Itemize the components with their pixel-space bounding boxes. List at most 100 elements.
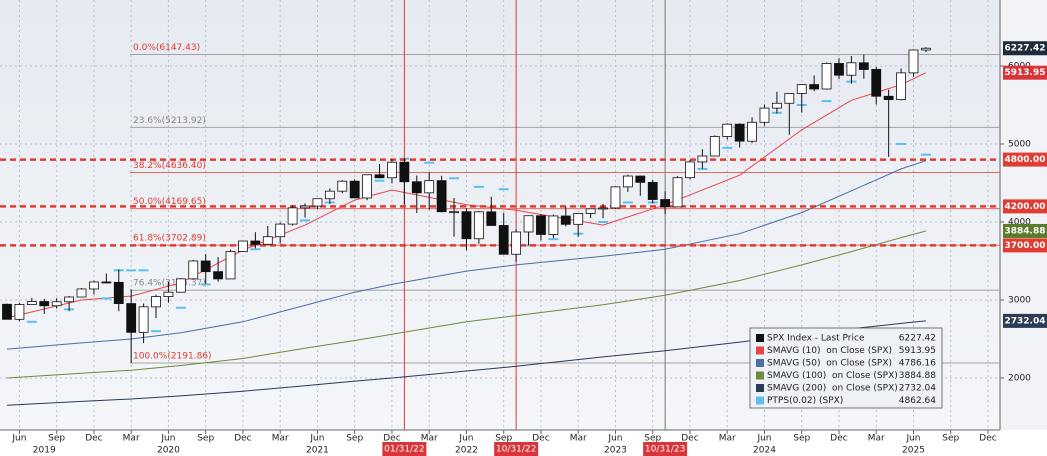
candle-body — [796, 84, 807, 94]
year-label: 2023 — [604, 446, 627, 456]
candle-body — [411, 181, 422, 194]
candle-body — [39, 301, 50, 307]
x-tick-label: Sep — [346, 434, 363, 444]
price-tag — [1003, 238, 1047, 253]
candle-body — [461, 211, 472, 240]
y-tick-label: 2000 — [1008, 373, 1031, 383]
candle-body — [387, 161, 397, 179]
marker-tag — [494, 442, 539, 456]
price-tag-label: 3700.00 — [1005, 241, 1046, 251]
candle-body — [709, 136, 720, 157]
legend-swatch — [756, 396, 764, 405]
legend-swatch — [756, 334, 764, 342]
x-tick-label: Mar — [272, 434, 289, 444]
candle-body — [747, 121, 757, 142]
candle-body — [287, 207, 298, 225]
year-label: 2022 — [455, 446, 478, 456]
x-tick-label: Mar — [570, 434, 587, 444]
candle-body — [436, 180, 447, 213]
legend-value: 2732.04 — [899, 384, 936, 394]
candle-body — [660, 199, 671, 208]
candle-body — [113, 281, 124, 304]
candle-body — [275, 223, 286, 238]
year-label: 2024 — [753, 446, 776, 456]
price-tag — [1003, 199, 1047, 214]
price-tag-label: 2732.04 — [1005, 316, 1046, 326]
candle-body — [300, 205, 310, 209]
marker-tag — [382, 442, 427, 456]
candle-body — [424, 180, 435, 194]
candle-body — [486, 211, 497, 226]
candle-body — [138, 306, 149, 333]
candle-body — [188, 260, 199, 280]
legend-swatch — [756, 359, 764, 367]
y-tick-label: 5000 — [1008, 139, 1031, 149]
candle-body — [399, 161, 410, 183]
candle-body — [76, 288, 87, 298]
candle-body — [784, 93, 795, 104]
candle-body — [871, 69, 882, 97]
fib-label: 38.2%(4636.40) — [133, 161, 206, 171]
x-tick-label: Jun — [905, 434, 920, 444]
x-tick-label: Jun — [607, 434, 622, 444]
candle-body — [374, 174, 385, 179]
candle-body — [685, 161, 695, 179]
candle-body — [225, 251, 236, 280]
legend-swatch — [756, 371, 764, 380]
fib-label: 100.0%(2191.86) — [133, 352, 212, 362]
candle-body — [26, 301, 37, 305]
x-tick-label: Dec — [234, 434, 251, 444]
price-tag-label: 3884.88 — [1005, 226, 1046, 236]
legend-value: 3884.88 — [899, 371, 936, 381]
price-tag — [1003, 152, 1047, 167]
x-tick-label: Sep — [793, 434, 810, 444]
candle-body — [908, 49, 919, 74]
ma-line — [6, 230, 927, 379]
candle-body — [585, 208, 596, 214]
candle-body — [759, 107, 770, 123]
x-tick-label: Dec — [830, 434, 847, 444]
legend-name: SMAVG (200) on Close (SPX) — [767, 384, 898, 394]
candle-body — [324, 190, 335, 200]
price-tag — [1003, 65, 1047, 80]
year-label: 2019 — [33, 446, 56, 456]
ma-line — [6, 160, 927, 350]
candle-body — [523, 215, 534, 233]
x-tick-label: Jun — [160, 434, 175, 444]
candle-body — [349, 180, 360, 199]
x-tick-label: Dec — [979, 434, 996, 444]
legend-name: SMAVG (10) on Close (SPX) — [767, 346, 892, 356]
candle-body — [734, 123, 745, 142]
legend-name: SMAVG (100) on Close (SPX) — [767, 371, 898, 381]
x-tick-label: Sep — [495, 434, 512, 444]
legend-swatch — [756, 384, 764, 392]
candle-body — [635, 175, 646, 183]
candle-body — [672, 177, 683, 208]
candle-body — [896, 72, 906, 101]
legend-value: 5913.95 — [899, 346, 936, 356]
x-tick-label: Mar — [123, 434, 140, 444]
fib-label: 0.0%(6147.43) — [133, 43, 200, 53]
fib-label: 61.8%(3702.89) — [133, 234, 206, 244]
fib-label: 50.0%(4169.65) — [133, 197, 206, 207]
x-tick-label: Sep — [48, 434, 65, 444]
candle-body — [821, 63, 832, 90]
candle-body — [101, 281, 112, 284]
candle-body — [883, 95, 894, 101]
x-tick-label: Sep — [197, 434, 214, 444]
candle-body — [834, 63, 844, 76]
price-tag-label: 4200.00 — [1005, 202, 1046, 212]
year-label: 2021 — [306, 446, 329, 456]
y-tick-label: 3000 — [1008, 295, 1031, 305]
x-tick-label: Mar — [421, 434, 438, 444]
x-tick-label: Dec — [681, 434, 698, 444]
candle-body — [449, 211, 459, 214]
marker-label: 10/31/23 — [645, 445, 685, 455]
x-tick-label: Jun — [309, 434, 324, 444]
candle-body — [14, 304, 25, 320]
candle-body — [163, 291, 174, 297]
candle-body — [337, 180, 348, 192]
candle-body — [809, 84, 820, 90]
candle-body — [573, 213, 584, 225]
